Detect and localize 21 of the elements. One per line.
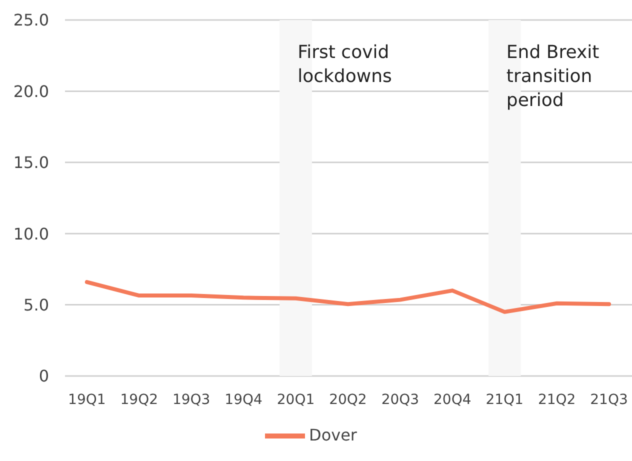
x-tick-label: 21Q3: [590, 392, 628, 408]
y-tick-label: 15.0: [13, 153, 49, 172]
line-series: [84, 280, 612, 314]
legend-label: Dover: [309, 425, 357, 444]
y-tick-label: 25.0: [13, 10, 49, 30]
x-tick-label: 21Q1: [486, 392, 524, 408]
x-tick-label: 19Q4: [224, 392, 263, 408]
y-tick-label: 5.0: [24, 295, 49, 314]
x-tick-label: 20Q4: [434, 392, 472, 408]
y-tick-label: 0: [38, 366, 49, 386]
x-tick-label: 21Q2: [538, 392, 576, 408]
x-tick-label: 20Q1: [276, 392, 315, 408]
y-tick-label: 20.0: [13, 82, 49, 101]
x-tick-label: 19Q2: [120, 392, 158, 408]
x-tick-label: 20Q3: [381, 392, 420, 408]
y-tick-label: 10.0: [13, 224, 49, 244]
band-label: First covid lockdowns: [298, 42, 392, 87]
band-label: End Brexit transition period: [506, 42, 600, 111]
x-tick-label: 20Q2: [329, 392, 367, 408]
x-tick-label: 19Q3: [172, 392, 210, 408]
x-tick-label: 19Q1: [68, 392, 106, 408]
